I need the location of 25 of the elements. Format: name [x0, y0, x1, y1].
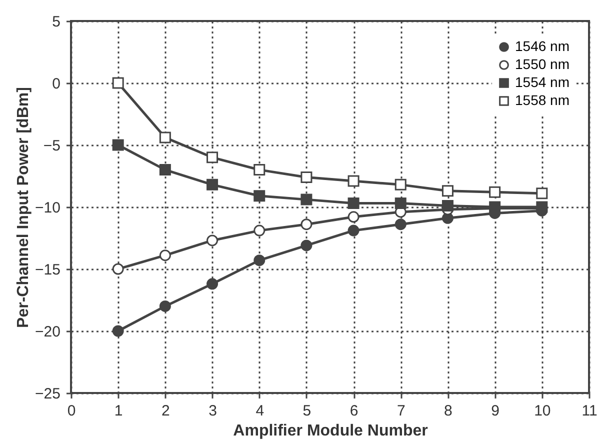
- x-tick-label: 1: [114, 402, 123, 420]
- x-tick-label: 6: [350, 402, 358, 420]
- x-tick-label: 2: [162, 402, 170, 420]
- y-tick-label: −10: [35, 200, 60, 216]
- legend-label: 1546 nm: [515, 38, 570, 54]
- x-tick-label: 8: [444, 402, 452, 420]
- x-tick-label: 10: [534, 402, 551, 420]
- y-tick-label: 0: [52, 76, 60, 92]
- y-tick-label: 5: [52, 14, 60, 30]
- y-tick-label: −20: [35, 324, 60, 340]
- legend-label: 1554 nm: [515, 74, 570, 90]
- x-tick-label: 3: [208, 402, 217, 420]
- legend-label: 1550 nm: [515, 56, 570, 72]
- y-axis-title: Per-Channel Input Power [dBm]: [15, 87, 32, 328]
- y-tick-label: −5: [43, 138, 60, 154]
- x-tick-label: 0: [67, 402, 76, 420]
- legend-label: 1558 nm: [515, 92, 570, 108]
- x-tick-label: 11: [582, 402, 598, 420]
- x-tick-label: 4: [256, 402, 264, 420]
- x-tick-label: 5: [302, 402, 312, 420]
- x-tick-label: 9: [491, 402, 500, 420]
- y-tick-label: −25: [35, 386, 60, 402]
- x-axis-title: Amplifier Module Number: [233, 422, 428, 440]
- x-tick-label: 7: [396, 402, 406, 420]
- y-tick-label: −15: [35, 262, 60, 278]
